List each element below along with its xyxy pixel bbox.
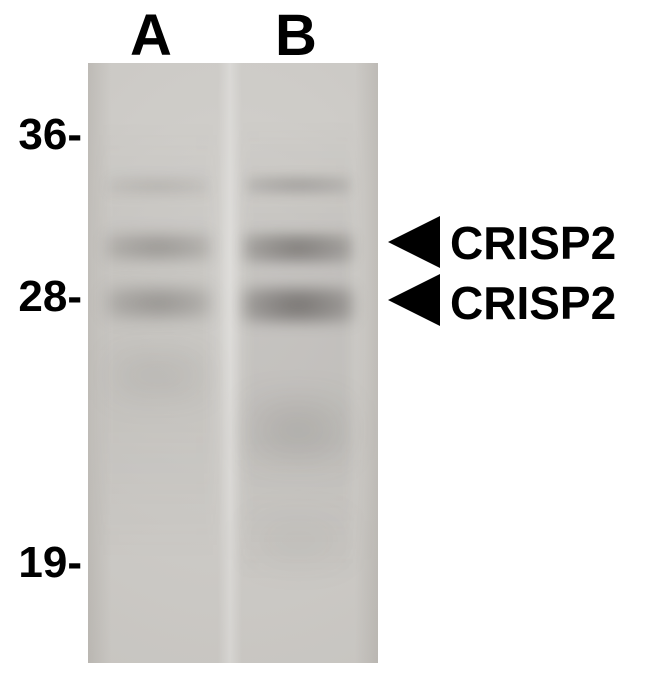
protein-band [106, 288, 211, 318]
mw-marker-28: 28- [0, 272, 82, 322]
arrow-icon [388, 274, 440, 326]
protein-band [108, 350, 208, 400]
band-label-crisp2-upper: CRISP2 [450, 216, 616, 270]
protein-band [251, 520, 346, 560]
protein-band [108, 178, 208, 194]
lane-divider [218, 63, 242, 663]
lane-label-a: A [130, 2, 172, 69]
western-blot-membrane [88, 63, 378, 663]
lane-label-b: B [275, 2, 317, 69]
band-label-crisp2-lower: CRISP2 [450, 276, 616, 330]
protein-band [248, 400, 348, 460]
protein-band [243, 234, 353, 262]
mw-marker-36: 36- [0, 110, 82, 160]
protein-band [106, 234, 211, 260]
protein-band [246, 176, 351, 194]
arrow-icon [388, 216, 440, 268]
mw-marker-19: 19- [0, 538, 82, 588]
protein-band [242, 288, 354, 322]
